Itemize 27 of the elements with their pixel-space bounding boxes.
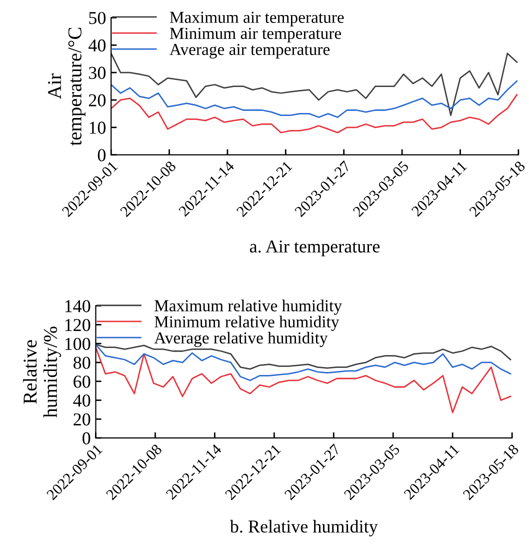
y-tick-label: 20 <box>74 413 90 426</box>
legend-label: Average relative humidity <box>154 332 328 347</box>
y-tick-label: 30 <box>89 66 106 79</box>
text: a. Air temperature <box>250 240 380 256</box>
y-tick-label: 10 <box>90 122 106 134</box>
legend-label: Maximum relative humidity <box>154 300 342 315</box>
line-series <box>111 94 518 134</box>
y-tick-label: 100 <box>65 338 90 350</box>
text: b. Relative humidity <box>230 520 378 536</box>
line-series <box>96 346 512 414</box>
legend-label: Maximum air temperature <box>170 12 344 26</box>
y-tick-label: 80 <box>74 356 90 369</box>
line-series <box>111 80 518 118</box>
y-axis-title: Air temperature/°C <box>48 28 86 146</box>
y-tick-label: 60 <box>74 376 90 388</box>
y-tick-label: 0 <box>82 432 90 444</box>
y-tick-label: 40 <box>73 394 90 407</box>
y-tick-label: 120 <box>65 318 90 332</box>
y-tick-label: 140 <box>65 300 90 312</box>
y-tick-label: 50 <box>89 12 106 24</box>
y-tick-label: 40 <box>88 39 106 52</box>
legend-label: Minimum relative humidity <box>154 316 340 331</box>
y-tick-label: 20 <box>88 94 106 106</box>
legend-label: Average air temperature <box>170 44 330 58</box>
y-axis-title: Relative humidity/% <box>23 326 62 418</box>
legend-label: Minimum air temperature <box>170 28 342 42</box>
y-tick-label: 0 <box>98 149 106 162</box>
